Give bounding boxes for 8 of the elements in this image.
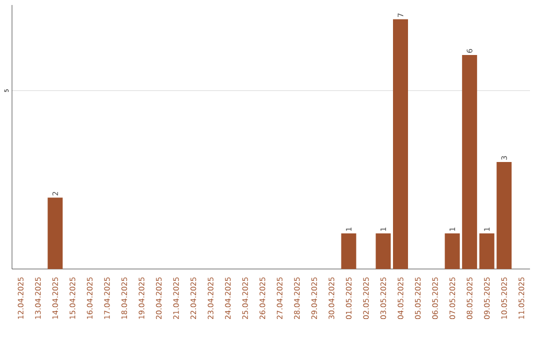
bar bbox=[393, 19, 408, 269]
bar bbox=[341, 233, 356, 269]
bar bbox=[444, 233, 460, 269]
bar bbox=[48, 198, 63, 269]
bar bbox=[462, 54, 478, 269]
bar bbox=[479, 233, 494, 269]
bar bbox=[376, 233, 391, 269]
bar bbox=[496, 162, 512, 269]
